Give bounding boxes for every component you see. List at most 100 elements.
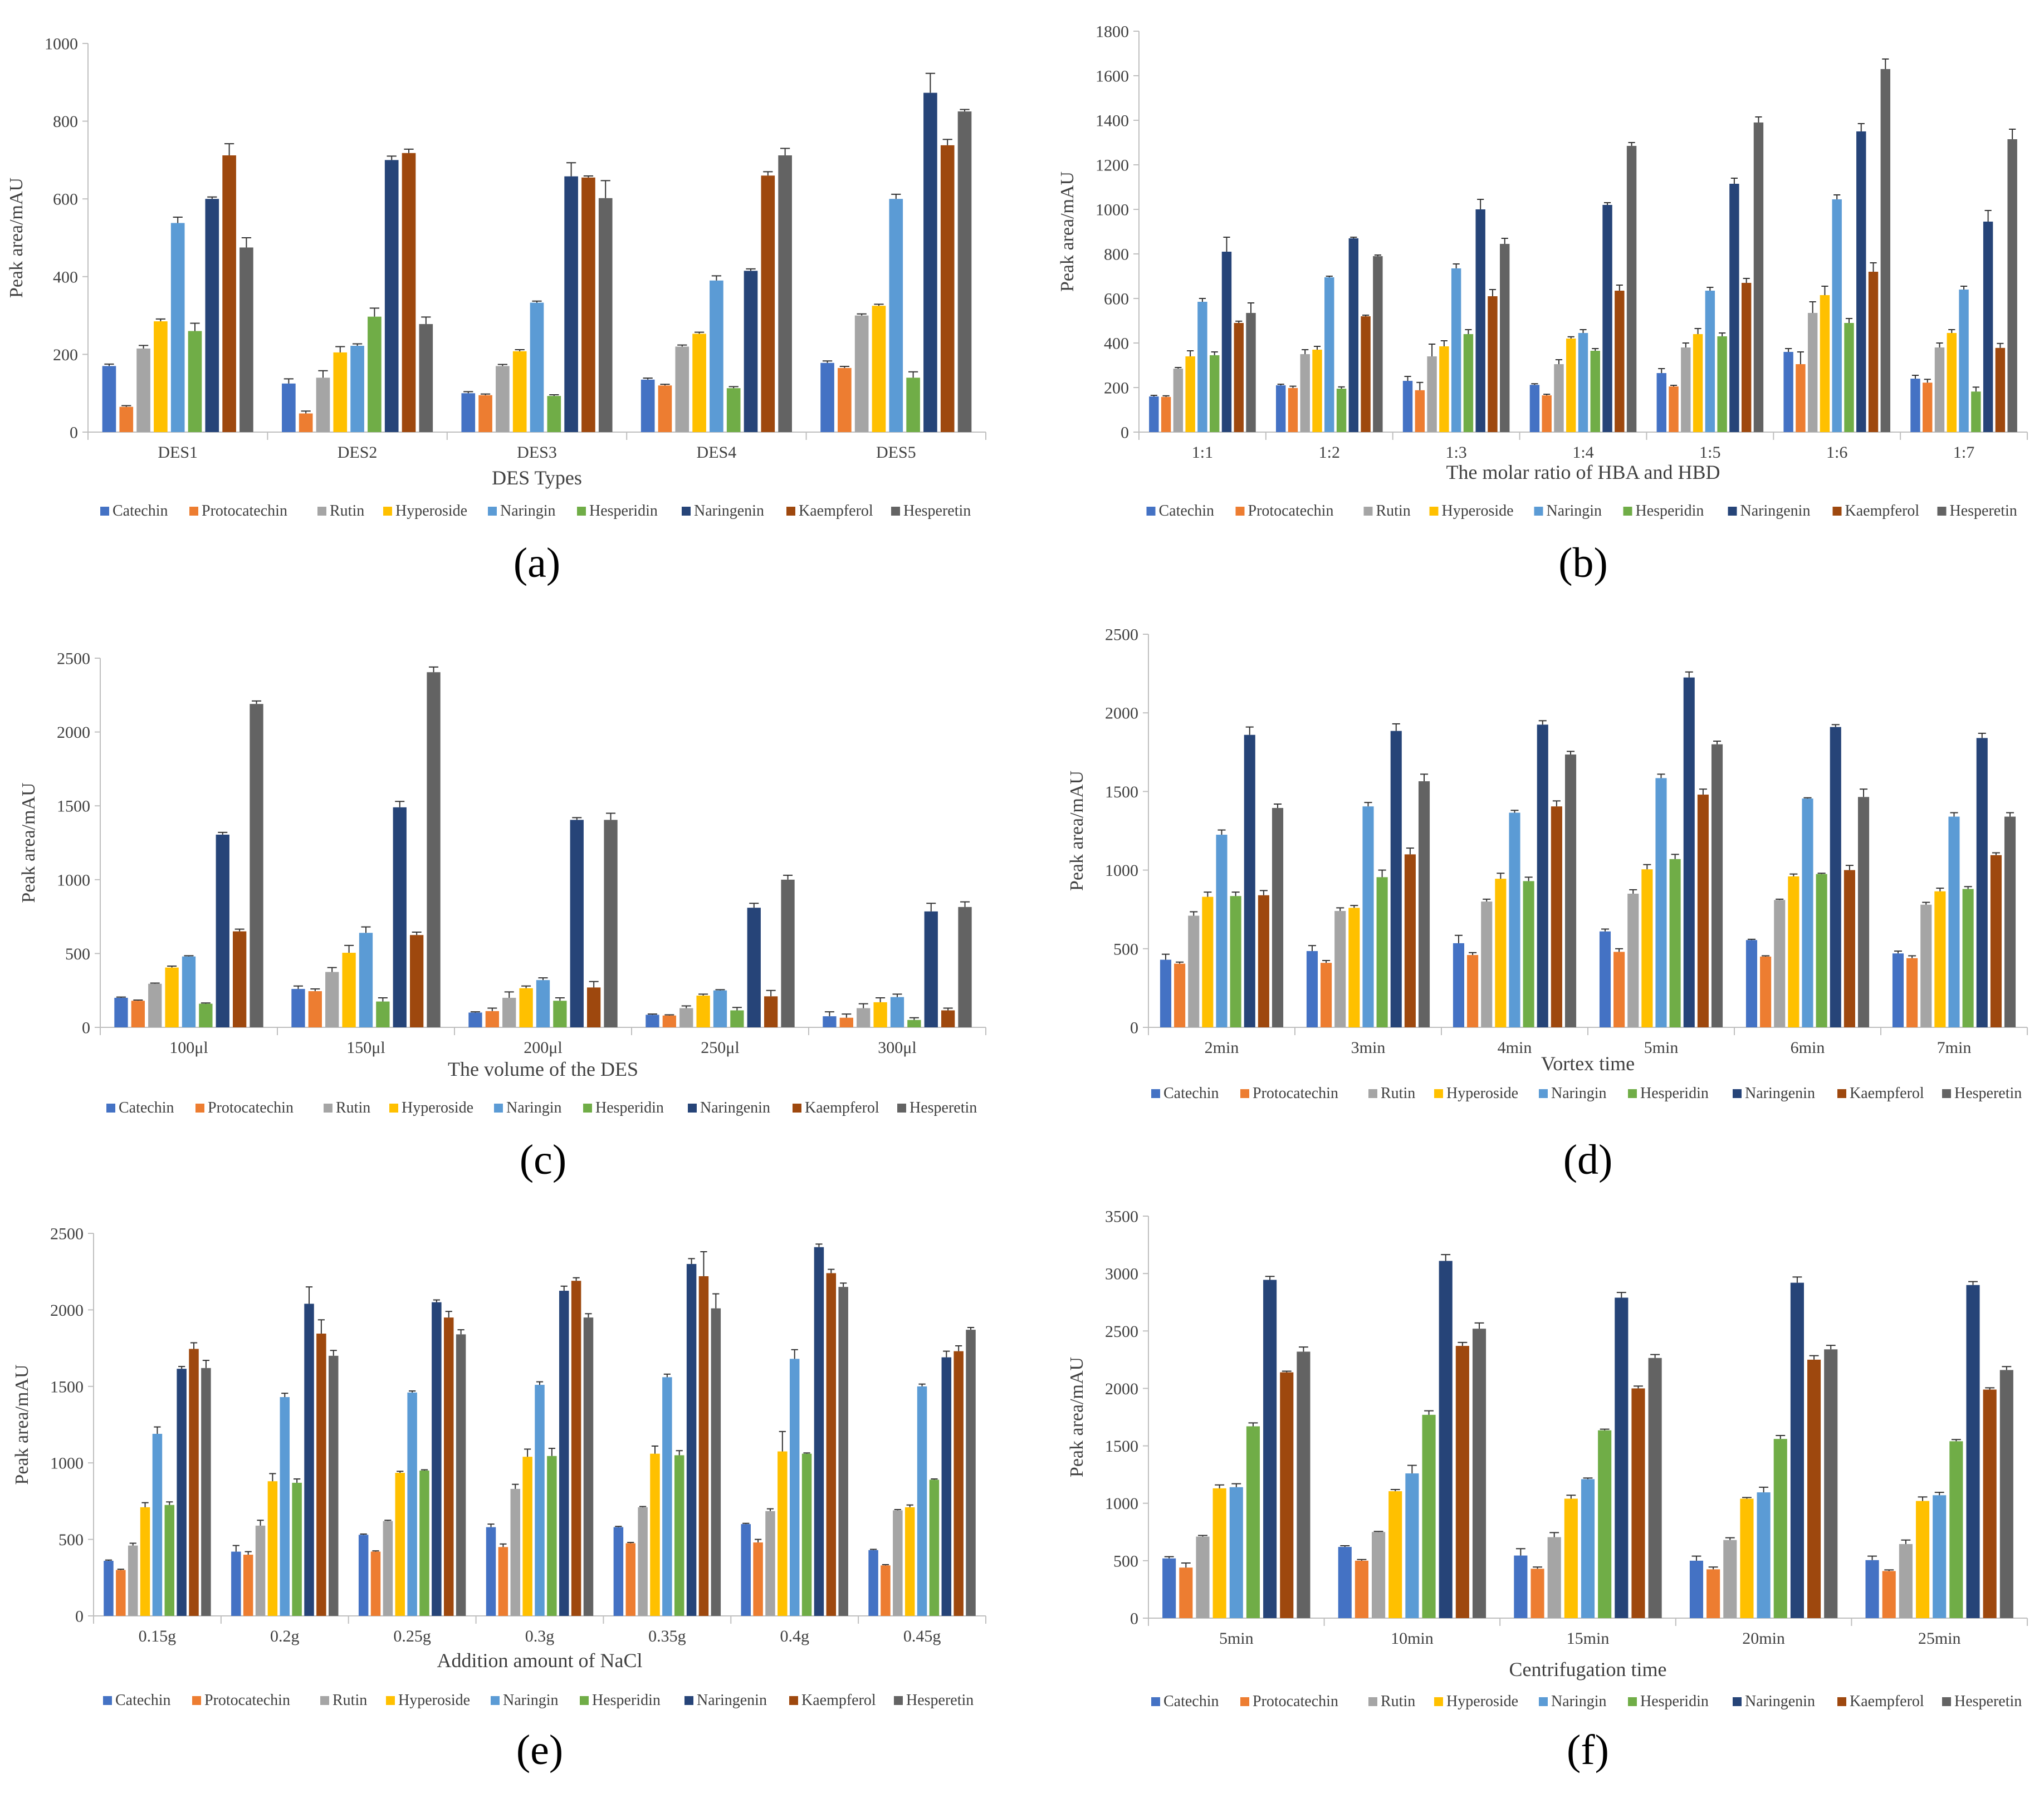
bar-protocatechin-25min [1882, 1571, 1896, 1618]
bar-naringin-4min [1509, 812, 1520, 1027]
bar-kaempferol-3min [1404, 854, 1416, 1027]
bar-naringin-16 [1832, 199, 1842, 432]
legend-swatch [320, 1696, 329, 1705]
bar-hesperetin-5min [1711, 744, 1723, 1027]
bar-naringin-DES3 [530, 302, 544, 432]
legend-label: Catechin [115, 1692, 171, 1709]
bar-naringenin-DES3 [564, 176, 578, 432]
bar-naringin-DES5 [889, 199, 903, 432]
legend-swatch [793, 1104, 801, 1113]
bar-protocatechin-300l [839, 1017, 853, 1027]
bar-kaempferol-12 [1361, 316, 1371, 432]
bar-kaempferol-20min [1807, 1359, 1821, 1618]
legend-swatch [1368, 1697, 1377, 1706]
x-tick-label: 10min [1391, 1629, 1434, 1648]
y-tick-label: 500 [1113, 940, 1138, 958]
bar-hesperidin-15 [1717, 336, 1727, 432]
legend-swatch [786, 507, 795, 516]
bar-rutin-11 [1173, 369, 1184, 432]
bar-hyperoside-15 [1693, 334, 1703, 432]
bar-hyperoside-045g [904, 1507, 915, 1616]
bar-hyperoside-15min [1564, 1498, 1578, 1618]
bar-hesperidin-3min [1376, 877, 1388, 1027]
bar-protocatechin-6min [1760, 956, 1772, 1027]
panel-label: (e) [516, 1727, 563, 1773]
bar-catechin-250l [646, 1015, 659, 1027]
bar-rutin-DES3 [496, 366, 510, 432]
bar-rutin-025g [383, 1521, 393, 1616]
y-tick-label: 2000 [1105, 704, 1138, 723]
bar-catechin-14 [1529, 385, 1540, 432]
legend-label: Hesperidin [592, 1692, 661, 1709]
bar-naringenin-015g [177, 1369, 187, 1616]
bar-naringin-6min [1802, 798, 1813, 1027]
y-tick-label: 3500 [1105, 1208, 1138, 1226]
bar-rutin-15 [1681, 347, 1691, 432]
chart-panel-a: 0 200 400 600 800 1000 DES1 DES2 DES3 DES4 DES5 Pea… [6, 35, 986, 586]
bar-protocatechin-13 [1415, 390, 1425, 432]
bar-hesperetin-15min [1648, 1358, 1662, 1618]
y-tick-label: 1000 [1096, 201, 1129, 219]
bar-naringenin-16 [1856, 131, 1866, 432]
bar-naringenin-02g [304, 1304, 314, 1616]
y-axis-label: Peak area/mAU [12, 1364, 32, 1484]
bar-kaempferol-5min [1697, 795, 1709, 1027]
bar-hesperidin-4min [1523, 881, 1534, 1027]
x-tick-label: 5min [1219, 1629, 1254, 1648]
bar-kaempferol-DES1 [222, 155, 236, 432]
bar-kaempferol-25min [1983, 1389, 1997, 1618]
legend-swatch [1733, 1697, 1742, 1706]
legend-swatch [1151, 1697, 1160, 1706]
bar-hesperetin-15 [1753, 123, 1764, 432]
bar-hyperoside-4min [1495, 879, 1507, 1027]
legend-swatch [1728, 507, 1737, 516]
bar-protocatechin-150l [308, 991, 322, 1027]
y-tick-label: 1800 [1096, 23, 1129, 41]
bar-rutin-20min [1723, 1540, 1737, 1618]
legend-label: Protocatechin [204, 1692, 290, 1709]
legend-label: Catechin [1159, 502, 1215, 520]
bar-catechin-7min [1892, 953, 1904, 1027]
bar-naringenin-15min [1615, 1297, 1629, 1618]
bar-naringenin-03g [559, 1291, 569, 1616]
x-tick-label: DES2 [338, 443, 378, 462]
y-tick-label: 200 [53, 346, 78, 364]
y-tick-label: 2000 [57, 723, 90, 742]
legend-label: Kaempferol [1845, 502, 1920, 520]
x-tick-label: 25min [1918, 1629, 1961, 1648]
bar-hyperoside-17 [1947, 333, 1957, 432]
bar-rutin-15min [1547, 1537, 1561, 1618]
x-tick-label: 15min [1567, 1629, 1610, 1648]
y-tick-label: 3000 [1105, 1265, 1138, 1283]
bar-protocatechin-02g [243, 1555, 253, 1616]
legend-label: Kaempferol [801, 1692, 876, 1709]
y-tick-label: 1500 [50, 1378, 84, 1396]
legend-label: Protocatechin [202, 502, 287, 520]
legend-label: Catechin [113, 502, 168, 520]
bar-catechin-DES4 [640, 379, 655, 432]
bar-hyperoside-150l [342, 953, 356, 1027]
y-tick-label: 800 [1104, 246, 1129, 264]
bar-naringin-20min [1757, 1492, 1771, 1618]
bar-naringenin-300l [924, 911, 938, 1027]
bar-rutin-13 [1427, 356, 1437, 432]
bar-catechin-17 [1910, 379, 1920, 432]
x-tick-label: 0.35g [648, 1627, 686, 1645]
bar-naringin-15 [1705, 291, 1715, 432]
legend-label: Naringenin [694, 502, 764, 520]
bar-hesperetin-300l [958, 907, 972, 1027]
legend-label: Protocatechin [208, 1099, 294, 1116]
bar-hyperoside-14 [1566, 339, 1576, 432]
bar-catechin-11 [1149, 396, 1159, 432]
bar-hesperetin-2min [1272, 808, 1284, 1027]
legend-label: Protocatechin [1253, 1085, 1338, 1102]
bar-hesperidin-14 [1590, 351, 1600, 432]
bar-protocatechin-DES3 [478, 395, 492, 432]
bar-hyperoside-DES3 [512, 351, 527, 432]
legend-label: Naringenin [697, 1692, 767, 1709]
bar-hyperoside-03g [522, 1457, 532, 1616]
bar-hesperetin-16 [1880, 69, 1891, 432]
bar-hesperidin-12 [1336, 389, 1347, 432]
bar-hesperetin-13 [1500, 244, 1510, 432]
x-axis-label: Addition amount of NaCl [437, 1649, 643, 1672]
